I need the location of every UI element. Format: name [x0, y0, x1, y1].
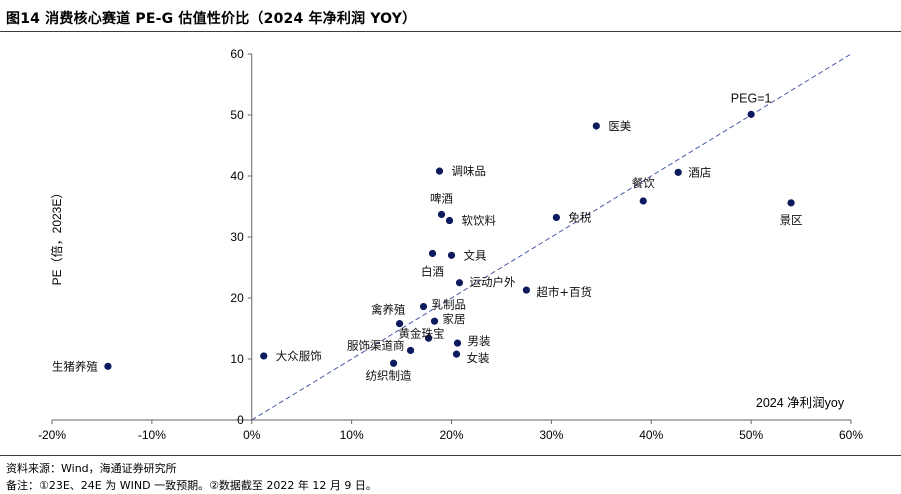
data-point	[104, 362, 112, 370]
y-tick-label: 40	[230, 169, 244, 183]
point-label: 黄金珠宝	[399, 326, 445, 340]
data-point	[522, 286, 531, 294]
data-point	[445, 216, 454, 225]
point-label: PEG=1	[731, 91, 772, 105]
point-label: 软饮料	[462, 214, 497, 228]
y-axis-label: PE（倍，2023E）	[49, 187, 64, 286]
point-label: 家居	[443, 312, 466, 326]
point-label: 白酒	[421, 264, 444, 278]
data-point	[452, 350, 461, 358]
remark-note: 备注：①23E、24E 为 WIND 一致预期。②数据截至 2022 年 12 …	[6, 479, 377, 492]
figure-title: 图14 消费核心赛道 PE-G 估值性价比（2024 年净利润 YOY）	[6, 11, 417, 27]
data-point	[453, 339, 462, 347]
axes-layer: -20% -10% 0% 10% 20% 30% 40% 50% 60% 0 10 20 30 40 50 6…	[38, 47, 863, 442]
data-point	[747, 110, 755, 118]
point-label: 女装	[466, 351, 489, 365]
point-label: 调味品	[452, 164, 487, 178]
x-tick-label: 10%	[340, 428, 364, 442]
data-point	[424, 334, 433, 342]
footer-divider	[0, 455, 901, 456]
x-tick-label: -20%	[38, 428, 66, 442]
y-tick-label: 60	[230, 47, 244, 61]
y-tick-label: 50	[230, 108, 244, 122]
y-tick-label: 0	[237, 413, 244, 427]
data-point	[787, 199, 795, 207]
data-point	[674, 168, 682, 176]
data-point	[428, 249, 437, 258]
data-point	[430, 317, 439, 325]
data-point	[639, 197, 647, 205]
point-label: 运动户外	[469, 275, 515, 289]
data-point	[435, 167, 444, 175]
data-point	[437, 210, 446, 219]
y-tick-label: 30	[230, 230, 244, 244]
point-label: 服饰渠道商	[347, 338, 405, 352]
point-label: 大众服饰	[276, 349, 322, 363]
data-point	[406, 346, 415, 355]
data-point	[552, 213, 560, 222]
data-point	[389, 359, 398, 367]
point-label: 文具	[464, 248, 487, 262]
x-axis-label: 2024 净利润yoy	[756, 396, 845, 410]
source-note: 资料来源：Wind，海通证券研究所	[6, 462, 177, 475]
x-tick-label: -10%	[138, 428, 166, 442]
data-point	[455, 279, 464, 287]
point-label: 景区	[780, 213, 803, 227]
x-tick-label: 40%	[639, 428, 663, 442]
peg-reference-line	[251, 53, 852, 421]
reference-line-layer	[251, 53, 852, 421]
points-layer	[104, 110, 795, 370]
point-label: 医美	[608, 119, 631, 133]
title-divider	[0, 31, 901, 32]
point-label: 餐饮	[632, 176, 655, 190]
y-tick-label: 20	[230, 291, 244, 305]
x-tick-label: 30%	[539, 428, 563, 442]
point-label: 男装	[467, 334, 490, 348]
x-tick-label: 50%	[739, 428, 763, 442]
data-point	[447, 251, 456, 259]
x-tick-label: 20%	[439, 428, 463, 442]
x-tick-label: 0%	[243, 428, 261, 442]
x-tick-label: 60%	[839, 428, 863, 442]
point-label: 乳制品	[432, 298, 467, 312]
data-point	[419, 302, 428, 311]
y-tick-label: 10	[230, 352, 244, 366]
point-label: 啤酒	[430, 191, 453, 205]
point-label: 免税	[568, 210, 591, 224]
point-label: 超市+百货	[536, 285, 592, 299]
data-point	[260, 352, 268, 360]
point-label: 纺织制造	[366, 368, 412, 382]
data-point	[395, 320, 404, 328]
point-label: 禽养殖	[371, 303, 406, 317]
point-label: 酒店	[688, 165, 711, 179]
data-point	[592, 122, 600, 130]
point-label: 生猪养殖	[52, 359, 98, 373]
